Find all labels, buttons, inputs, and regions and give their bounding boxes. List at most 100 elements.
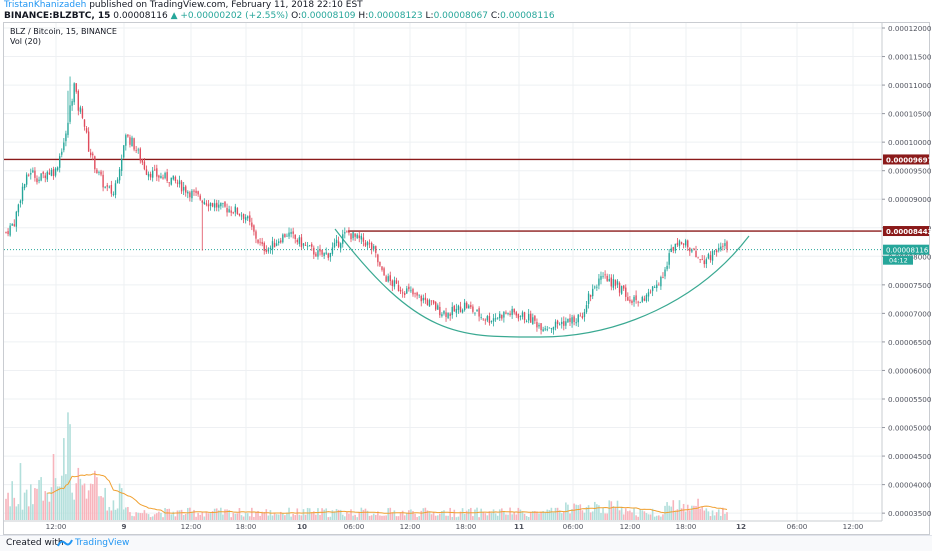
volume-bar: [490, 512, 493, 520]
candle-body: [397, 285, 400, 291]
volume-bar: [360, 507, 363, 520]
candle-body: [302, 243, 305, 246]
candle-body: [325, 252, 327, 254]
y-tick-label: 0.00011500: [888, 53, 932, 62]
candle-body: [46, 171, 49, 180]
volume-bar: [224, 509, 226, 520]
volume-bar: [306, 507, 309, 520]
volume-bar: [220, 507, 222, 520]
candle-body: [633, 296, 635, 302]
volume-bar: [412, 511, 414, 520]
volume-bar: [346, 511, 348, 520]
volume-bar: [77, 467, 80, 520]
volume-bar: [686, 504, 689, 520]
volume-bar: [40, 477, 42, 520]
x-tick-label: 06:00: [563, 522, 584, 531]
volume-bar: [587, 505, 590, 520]
volume-bar: [608, 500, 611, 520]
candle-body: [156, 168, 158, 177]
close-value: 0.00008116: [500, 11, 555, 21]
volume-bar: [116, 508, 119, 520]
volume-bar: [379, 515, 381, 520]
candle-body: [658, 284, 660, 286]
volume-bar: [298, 514, 301, 520]
candle-body: [687, 240, 689, 248]
candle-body: [674, 243, 677, 251]
volume-bar: [606, 513, 608, 520]
candle-body: [220, 202, 222, 207]
volume-bar: [480, 508, 482, 520]
tradingview-brand[interactable]: TradingView: [75, 538, 130, 548]
volume-bar: [457, 516, 460, 520]
candle-body: [296, 240, 298, 243]
candle-body: [333, 242, 336, 248]
volume-bar: [550, 507, 553, 520]
candle-body: [203, 201, 206, 205]
candle-body: [75, 83, 77, 92]
candle-body: [602, 275, 604, 277]
candle-body: [651, 286, 654, 292]
volume-bar: [79, 478, 82, 520]
volume-bar: [720, 515, 722, 520]
candle-body: [352, 232, 354, 239]
volume-bar: [600, 513, 602, 520]
open-value: 0.00008109: [301, 11, 356, 21]
candle-body: [265, 250, 268, 252]
candle-body: [209, 203, 212, 206]
candle-body: [488, 316, 491, 324]
candle-body: [561, 321, 563, 325]
volume-bar: [455, 517, 458, 520]
volume-bar: [451, 516, 454, 520]
volume-bar: [691, 505, 693, 520]
volume-bar: [201, 512, 204, 520]
volume-bar: [668, 505, 670, 520]
candle-body: [61, 151, 63, 155]
candle-body: [713, 250, 716, 252]
author-link[interactable]: TristanKhanizadeh: [4, 0, 87, 10]
candle-body: [300, 237, 303, 248]
candle-body: [356, 234, 358, 238]
volume-bar: [341, 514, 344, 520]
x-tick-label: 9: [121, 522, 126, 531]
volume-bar: [259, 515, 261, 520]
symbol-label[interactable]: BINANCE:BLZBTC, 15: [4, 11, 111, 21]
candle-body: [538, 324, 540, 327]
resistance-lower-price-label: 0.00008443: [886, 228, 932, 236]
candle-body: [354, 233, 356, 237]
volume-bar: [362, 509, 365, 520]
chart-frame[interactable]: [3, 22, 930, 535]
candle-body: [478, 308, 480, 317]
published-text: published on TradingView.com, February 1…: [89, 0, 363, 10]
candle-body: [410, 290, 412, 292]
candle-body: [56, 167, 59, 170]
candle-body: [92, 153, 94, 156]
candle-body: [292, 231, 294, 234]
volume-bar: [56, 486, 59, 520]
candle-body: [641, 296, 643, 302]
candle-body: [199, 195, 201, 200]
candle-body: [664, 269, 666, 277]
volume-bar: [232, 513, 235, 520]
volume-indicator-label[interactable]: Vol (20): [10, 37, 41, 46]
volume-bar: [536, 511, 538, 520]
candle-body: [236, 207, 239, 214]
volume-bar: [560, 513, 563, 520]
volume-bar: [546, 509, 549, 520]
volume-bar: [19, 463, 22, 520]
candle-body: [251, 222, 253, 227]
volume-bar: [275, 514, 278, 520]
candle-body: [116, 179, 119, 184]
volume-bar: [715, 512, 718, 520]
candle-body: [174, 176, 177, 181]
candle-body: [668, 253, 670, 265]
candle-body: [499, 313, 501, 319]
candle-body: [342, 234, 344, 244]
volume-bar: [556, 507, 559, 520]
candle-body: [123, 145, 125, 158]
volume-bar: [34, 488, 36, 520]
volume-bar: [534, 510, 536, 520]
volume-bar: [513, 512, 516, 520]
candle-body: [697, 257, 699, 259]
candle-body: [48, 172, 51, 175]
